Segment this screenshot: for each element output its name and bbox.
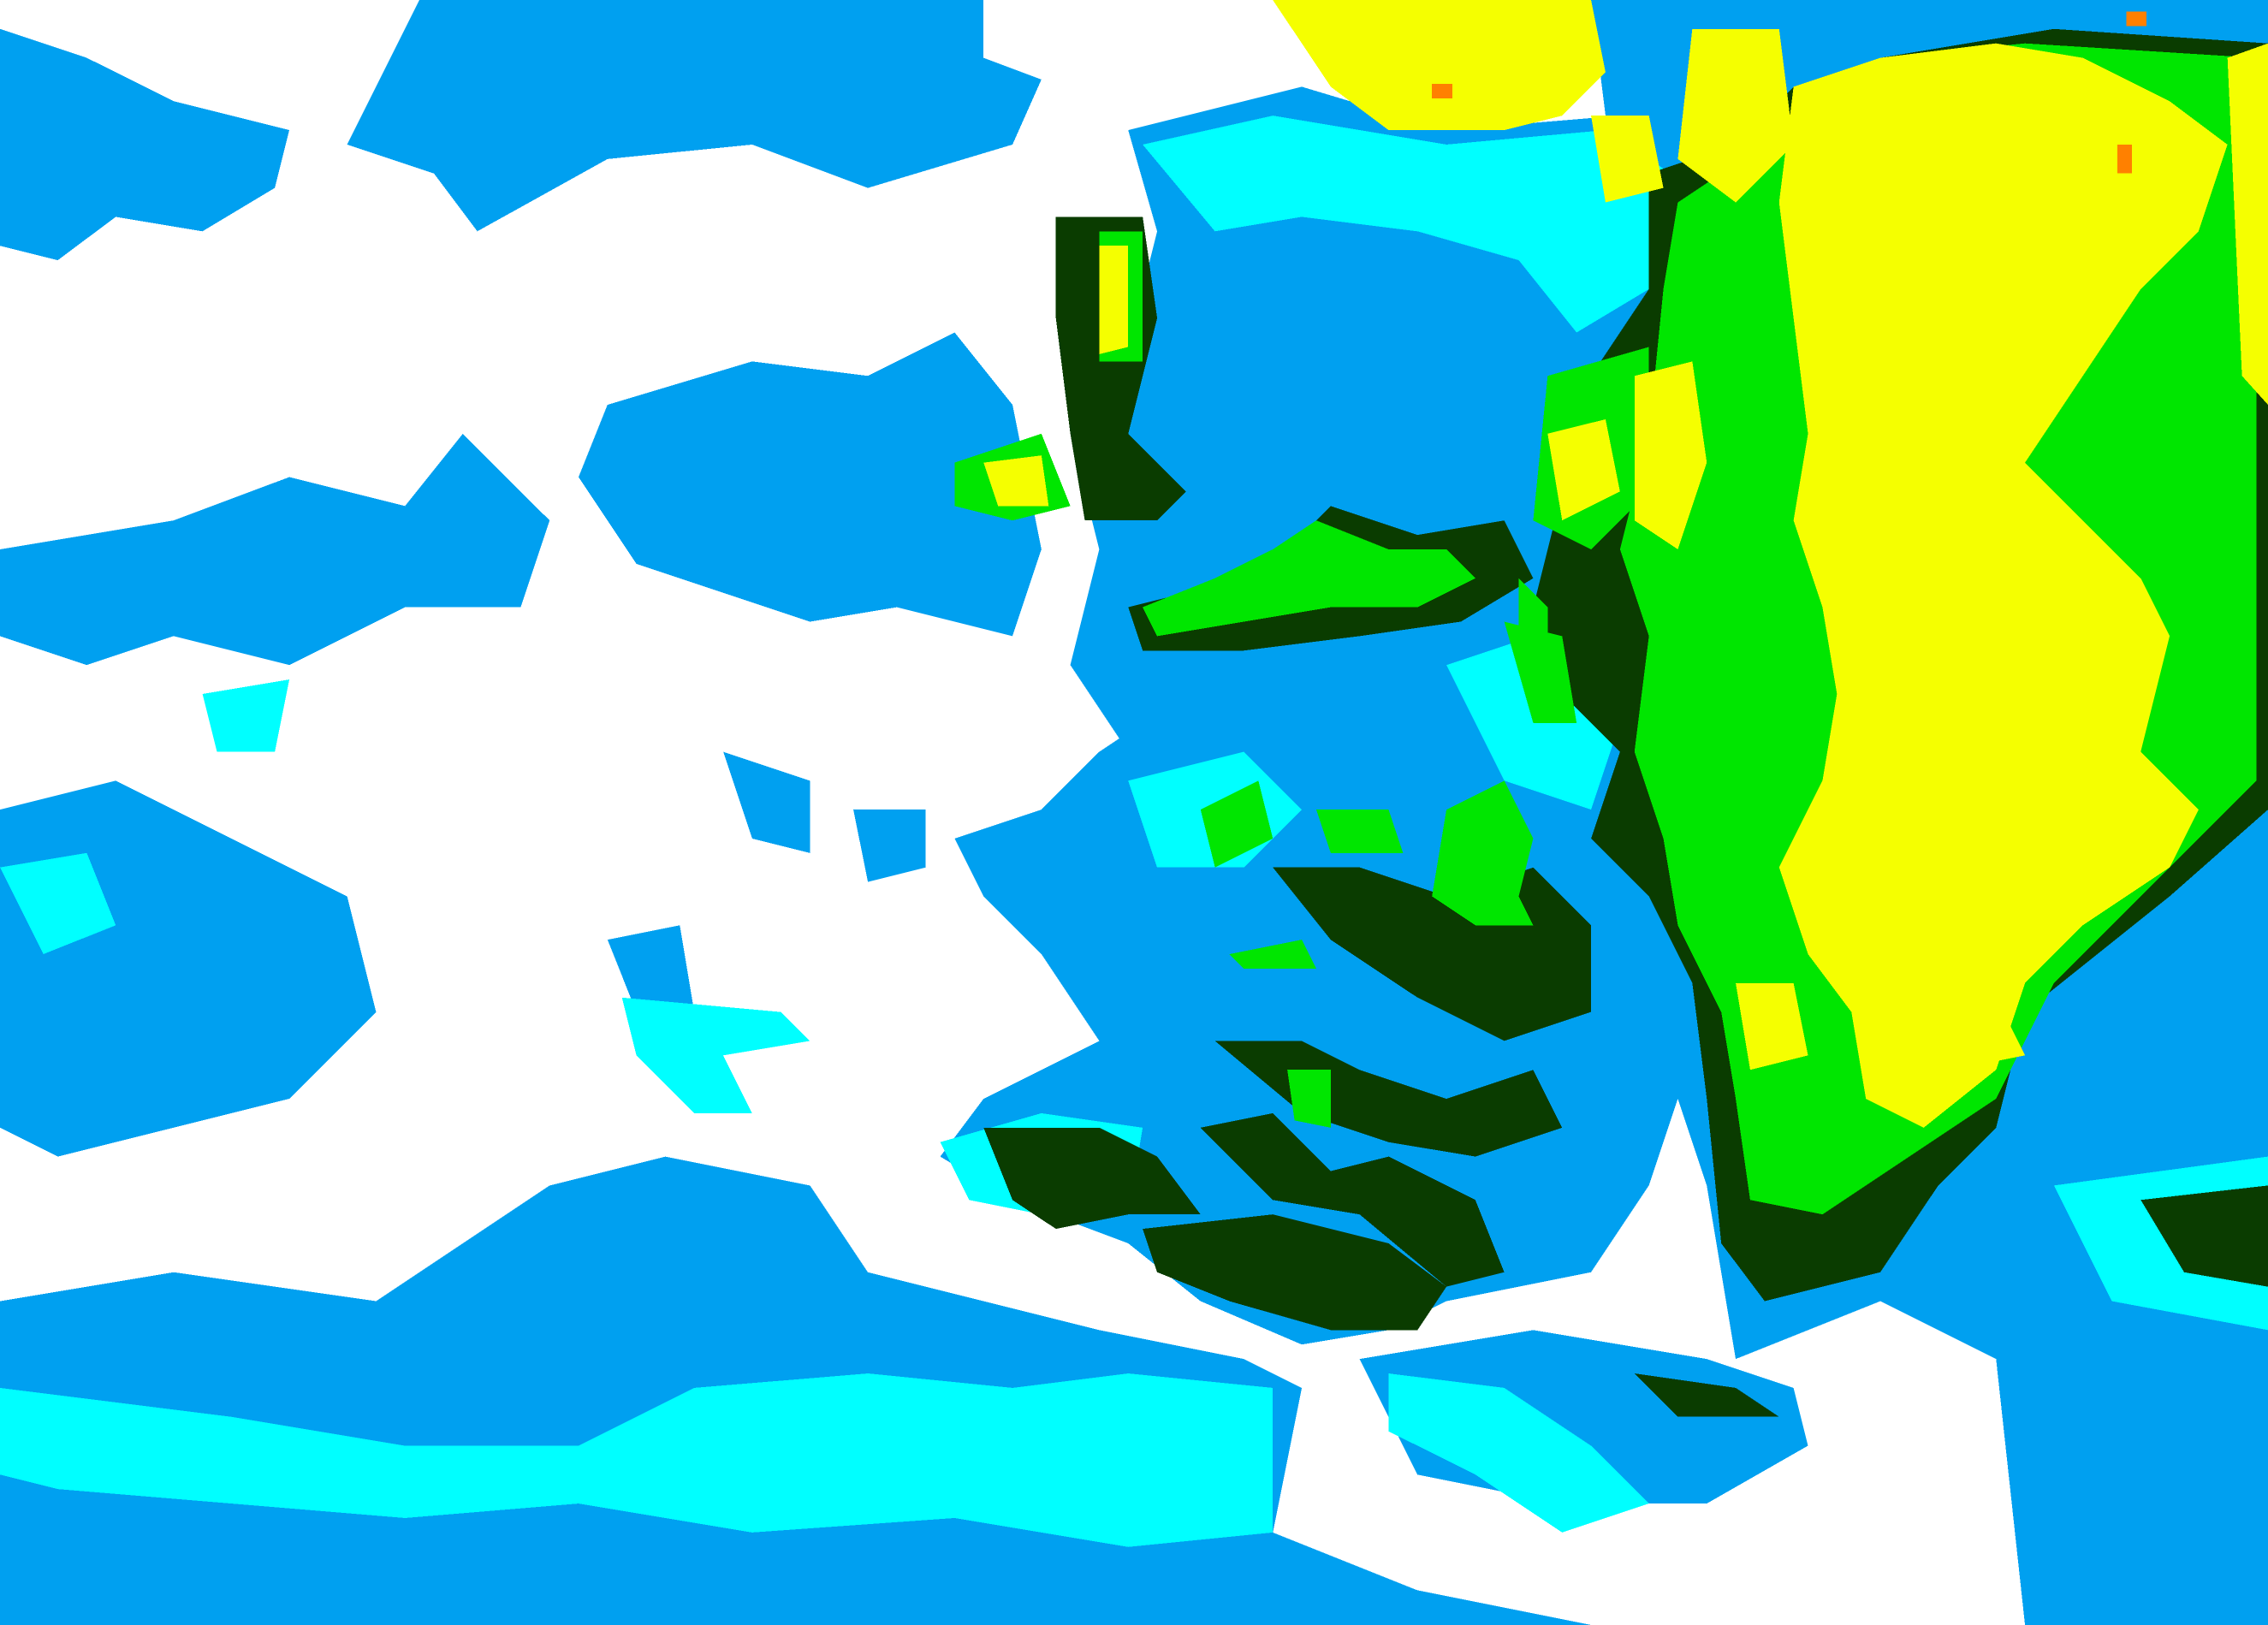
very-heavy-precip-layer [1432,11,2147,174]
heavy-precip-layer [983,0,2268,1128]
